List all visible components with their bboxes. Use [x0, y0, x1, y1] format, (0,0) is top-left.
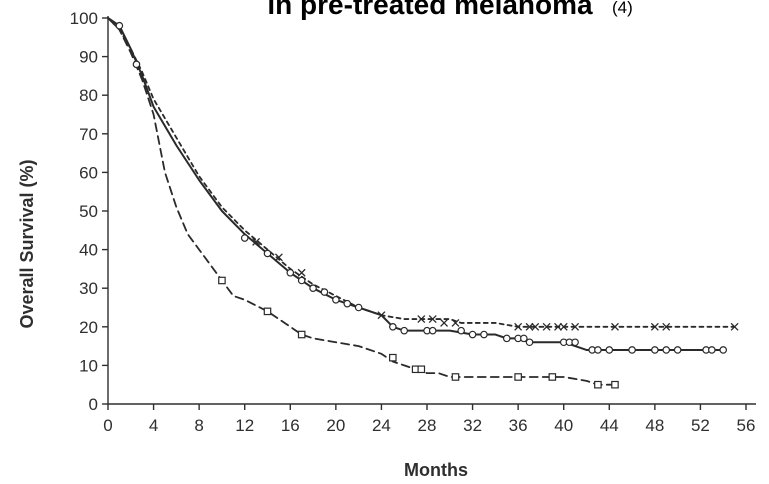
censor-marker-circle: [480, 330, 488, 339]
y-axis-label: Overall Survival (%): [17, 159, 37, 328]
censor-marker-square: [389, 353, 397, 362]
censor-marker-square: [594, 380, 602, 389]
censor-marker-x: [554, 322, 562, 331]
y-tick-label: 100: [70, 9, 98, 28]
censor-marker-circle: [457, 326, 465, 335]
censor-marker-circle: [263, 249, 272, 258]
series-line-2: [107, 17, 736, 328]
censor-markers: [115, 21, 739, 389]
censor-marker-circle: [525, 338, 534, 347]
censor-marker-circle: [354, 303, 363, 312]
y-tick-label: 70: [79, 125, 98, 144]
censor-marker-circle: [628, 346, 636, 354]
censor-marker-x: [650, 322, 659, 331]
x-tick-label: 16: [281, 416, 300, 435]
censor-marker-circle: [605, 346, 614, 354]
censor-marker-x: [611, 322, 619, 331]
chart-title: in pre-treated melanoma: [267, 0, 593, 20]
x-tick-label: 8: [194, 416, 203, 435]
censor-marker-circle: [309, 284, 317, 293]
censor-marker-circle: [320, 288, 329, 296]
censor-marker-x: [377, 311, 386, 320]
x-tick-label: 4: [149, 416, 158, 435]
chart-title-ref: (4): [612, 0, 633, 17]
y-tick-label: 60: [79, 163, 98, 182]
censor-marker-circle: [115, 21, 124, 30]
censor-marker-square: [548, 373, 557, 381]
censor-marker-circle: [389, 322, 397, 331]
censor-marker-circle: [651, 346, 659, 354]
censor-marker-square: [218, 276, 226, 285]
x-tick-label: 20: [326, 416, 345, 435]
censor-marker-circle: [428, 326, 437, 335]
censor-marker-x: [514, 322, 523, 331]
censor-marker-circle: [343, 299, 352, 308]
y-tick-label: 10: [79, 356, 98, 375]
y-tick-label: 50: [79, 202, 98, 221]
censor-marker-circle: [662, 346, 671, 354]
axes: [102, 16, 756, 410]
censor-marker-x: [417, 315, 426, 324]
censor-marker-x: [451, 318, 460, 327]
censor-marker-x: [542, 322, 551, 331]
y-tick-label: 40: [79, 241, 98, 260]
censor-marker-square: [263, 307, 272, 316]
x-axis-label: Months: [404, 460, 468, 480]
series-lines: [107, 17, 736, 386]
censor-marker-x: [525, 322, 534, 331]
censor-marker-x: [297, 268, 306, 277]
x-tick-label: 32: [463, 416, 482, 435]
censor-marker-square: [611, 380, 619, 389]
censor-marker-circle: [708, 346, 716, 354]
censor-marker-circle: [286, 268, 295, 277]
censor-marker-x: [440, 318, 449, 327]
censor-marker-circle: [332, 295, 340, 304]
y-tick-label: 0: [89, 395, 98, 414]
x-tick-label: 12: [235, 416, 254, 435]
censor-marker-x: [252, 237, 261, 246]
censor-marker-circle: [520, 334, 528, 343]
censor-marker-circle: [297, 276, 306, 285]
series-line-3: [107, 17, 616, 386]
censor-marker-x: [428, 315, 437, 324]
y-tick-label: 30: [79, 279, 98, 298]
censor-marker-circle: [571, 338, 579, 347]
x-tick-label: 52: [691, 416, 710, 435]
censor-marker-circle: [240, 234, 249, 242]
censor-marker-circle: [502, 334, 511, 343]
censor-marker-x: [559, 322, 568, 331]
censor-marker-square: [297, 330, 306, 339]
censor-marker-circle: [400, 326, 409, 335]
x-tick-label: 0: [103, 416, 112, 435]
censor-marker-square: [417, 365, 426, 374]
censor-marker-circle: [468, 330, 477, 339]
censor-marker-circle: [594, 346, 602, 354]
censor-marker-x: [730, 322, 739, 331]
y-tick-label: 20: [79, 318, 98, 337]
censor-marker-circle: [719, 346, 728, 354]
x-tick-label: 36: [509, 416, 528, 435]
censor-marker-circle: [132, 60, 141, 69]
x-tick-label: 40: [554, 416, 573, 435]
censor-marker-x: [274, 253, 283, 262]
x-tick-label: 44: [600, 416, 619, 435]
censor-marker-square: [514, 373, 522, 381]
x-tick-label: 24: [372, 416, 391, 435]
censor-marker-circle: [673, 346, 682, 354]
censor-marker-square: [451, 373, 460, 381]
censor-marker-x: [662, 322, 671, 331]
x-tick-label: 56: [737, 416, 756, 435]
x-tick-label: 48: [645, 416, 664, 435]
x-tick-label: 28: [418, 416, 437, 435]
censor-marker-x: [571, 322, 580, 331]
y-tick-label: 90: [79, 48, 98, 67]
y-tick-label: 80: [79, 86, 98, 105]
series-line-1: [107, 17, 725, 351]
censor-marker-x: [531, 322, 540, 331]
